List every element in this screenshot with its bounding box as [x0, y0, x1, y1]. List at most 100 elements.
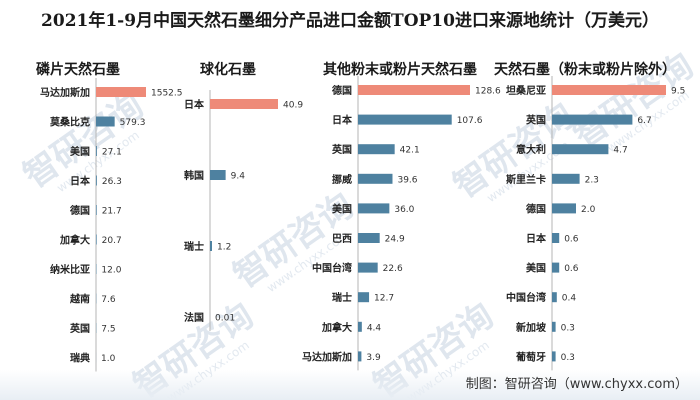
category-label: 德国 [331, 84, 352, 97]
category-label: 日本 [332, 114, 353, 127]
category-label: 中国台湾 [506, 291, 546, 304]
value-label: 24.9 [385, 235, 405, 245]
category-label: 德国 [525, 202, 546, 215]
category-label: 韩国 [184, 169, 204, 182]
bar [96, 116, 115, 127]
panel-title: 球化石墨 [200, 61, 256, 78]
bar [96, 87, 146, 97]
value-label: 1.0 [101, 354, 116, 364]
page-title: 2021年1-9月中国天然石墨细分产品进口金额TOP10进口来源地统计（万美元） [41, 11, 659, 31]
value-label: 1552.5 [151, 89, 183, 99]
value-label: 12.0 [101, 266, 121, 276]
category-label: 法国 [184, 311, 204, 324]
bar [358, 203, 390, 214]
category-label: 新加坡 [516, 321, 547, 334]
value-label: 21.7 [102, 207, 122, 217]
value-label: 22.6 [383, 264, 403, 274]
value-label: 2.0 [581, 205, 596, 215]
bar [96, 175, 97, 186]
category-label: 英国 [69, 322, 90, 335]
value-label: 0.4 [562, 294, 577, 304]
bar [552, 85, 666, 95]
value-label: 2.3 [585, 175, 599, 185]
panel-title: 天然石墨（粉末或粉片除外） [494, 61, 676, 78]
panel-4: 天然石墨（粉末或粉片除外） 坦桑尼亚 9.5 英国 6.7 意大利 4.7 斯里兰卡 2.3 德国… [494, 61, 685, 371]
value-label: 7.5 [101, 325, 115, 335]
bar [96, 205, 97, 215]
category-label: 挪威 [332, 173, 352, 186]
category-label: 坦桑尼亚 [506, 84, 546, 97]
bar [552, 114, 633, 125]
value-label: 0.3 [561, 323, 575, 333]
bar [358, 292, 370, 303]
bar [358, 85, 470, 95]
category-label: 巴西 [332, 233, 352, 245]
bar [210, 99, 278, 109]
panel-title: 其他粉末或粉片天然石墨 [323, 61, 477, 78]
category-label: 英国 [525, 114, 546, 127]
category-label: 瑞典 [70, 352, 90, 365]
category-label: 瑞士 [332, 291, 352, 304]
value-label: 39.6 [397, 175, 417, 185]
category-label: 意大利 [516, 143, 546, 156]
category-label: 日本 [70, 175, 91, 188]
category-label: 越南 [69, 293, 90, 306]
value-label: 20.7 [102, 236, 122, 246]
bar [552, 144, 609, 155]
bar [552, 203, 576, 214]
bar [210, 170, 226, 180]
category-label: 加拿大 [59, 234, 90, 247]
value-label: 12.7 [374, 294, 394, 304]
panel-title: 磷片天然石墨 [36, 61, 120, 78]
value-label: 0.3 [561, 353, 575, 363]
category-label: 瑞士 [184, 240, 204, 253]
value-label: 0.6 [564, 235, 579, 245]
value-label: 26.3 [102, 177, 122, 187]
bar [358, 351, 362, 362]
bar [552, 173, 580, 184]
value-label: 1.2 [217, 243, 231, 253]
bar [552, 321, 556, 332]
category-label: 美国 [332, 202, 352, 215]
category-label: 日本 [184, 98, 205, 111]
bar [358, 233, 380, 243]
category-label: 美国 [526, 262, 546, 275]
category-label: 纳米比亚 [50, 263, 90, 276]
value-label: 0.6 [564, 264, 579, 274]
value-label: 7.6 [101, 295, 116, 305]
category-label: 加拿大 [321, 321, 352, 334]
value-label: 9.5 [671, 87, 685, 97]
category-label: 马达加斯加 [302, 350, 352, 363]
value-label: 4.7 [613, 146, 627, 156]
category-label: 莫桑比克 [49, 116, 90, 129]
value-label: 579.3 [120, 118, 146, 128]
value-label: 27.1 [102, 148, 122, 158]
category-label: 马达加斯加 [40, 86, 90, 99]
category-label: 日本 [526, 232, 547, 245]
bar [358, 321, 362, 332]
value-label: 4.4 [367, 323, 382, 333]
category-label: 美国 [70, 145, 90, 158]
category-label: 德国 [69, 204, 90, 217]
value-label: 40.9 [283, 101, 303, 111]
value-label: 128.6 [475, 87, 501, 97]
bar [552, 262, 560, 273]
value-label: 42.1 [400, 146, 420, 156]
value-label: 6.7 [637, 116, 651, 126]
bar [358, 144, 395, 155]
bar [96, 146, 97, 156]
value-label: 9.4 [231, 172, 246, 182]
bar [358, 262, 378, 273]
source-credit: 制图：智研咨询（www.chyxx.com） [465, 377, 688, 392]
category-label: 斯里兰卡 [506, 173, 546, 186]
bar [358, 114, 452, 125]
category-label: 英国 [331, 143, 352, 156]
value-label: 3.9 [366, 353, 381, 363]
category-label: 中国台湾 [312, 262, 352, 275]
bar [358, 173, 393, 184]
value-label: 36.0 [394, 205, 414, 215]
